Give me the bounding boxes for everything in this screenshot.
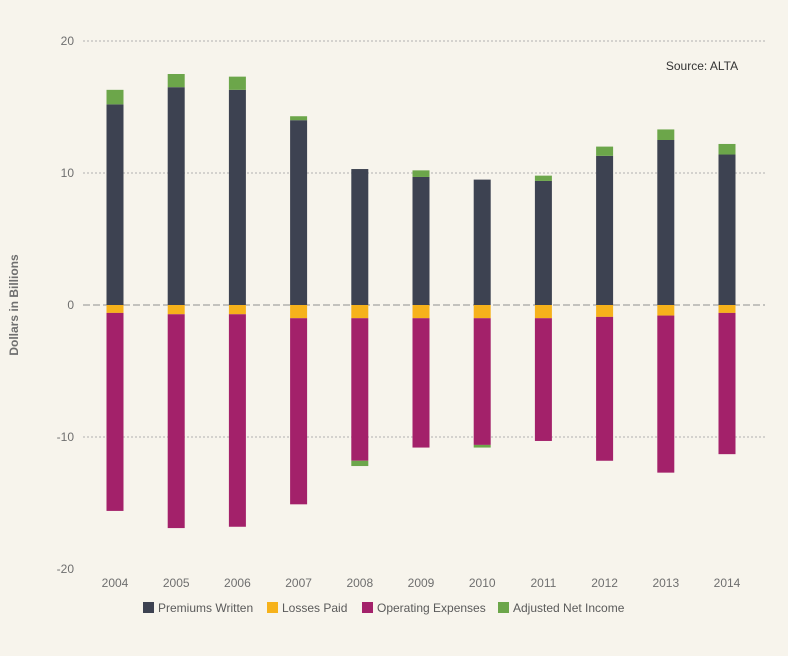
bar-segment (473, 318, 491, 445)
y-tick-label: -10 (57, 430, 75, 444)
x-tick-label: 2011 (530, 576, 556, 590)
bar-segment (412, 176, 430, 305)
bar-segment (106, 89, 124, 105)
x-tick-label: 2007 (285, 576, 312, 590)
bar-segment (473, 305, 491, 319)
bar-segment (412, 170, 430, 177)
bar-segment (106, 312, 124, 511)
bar-segment (718, 154, 736, 305)
bar-segment (167, 74, 185, 88)
x-tick-label: 2008 (346, 576, 373, 590)
bar-segment (596, 316, 614, 461)
bar-segment (657, 305, 675, 316)
bar-segment (718, 312, 736, 455)
x-tick-label: 2014 (714, 576, 741, 590)
bar-segment (228, 76, 246, 90)
bar-segment (167, 305, 185, 315)
y-axis-title: Dollars in Billions (7, 254, 21, 356)
legend-label: Losses Paid (282, 601, 347, 615)
x-tick-label: 2012 (591, 576, 618, 590)
bar-segment (534, 175, 552, 181)
legend-label: Adjusted Net Income (513, 601, 625, 615)
legend-label: Premiums Written (158, 601, 253, 615)
bar-segment (106, 104, 124, 305)
bar-segment (718, 143, 736, 155)
bar-segment (657, 140, 675, 305)
x-tick-label: 2006 (224, 576, 251, 590)
bar-segment (290, 305, 308, 319)
legend-swatch (498, 602, 509, 613)
bar-segment (290, 318, 308, 505)
bar-segment (412, 305, 430, 319)
bar-segment (167, 87, 185, 305)
bar-segment (657, 315, 675, 473)
legend-swatch (143, 602, 154, 613)
bar-segment (351, 460, 369, 467)
bar-segment (351, 305, 369, 319)
bar-segment (412, 318, 430, 448)
bar-segment (351, 169, 369, 305)
bar-segment (534, 305, 552, 319)
bar-segment (351, 318, 369, 461)
x-tick-label: 2010 (469, 576, 496, 590)
bar-segment (596, 155, 614, 305)
y-tick-label: 0 (67, 298, 74, 312)
bar-segment (718, 305, 736, 313)
x-tick-label: 2009 (408, 576, 435, 590)
legend-label: Operating Expenses (377, 601, 486, 615)
bar-segment (290, 120, 308, 305)
bar-segment (657, 129, 675, 140)
bar-segment (228, 305, 246, 315)
bar-segment (534, 180, 552, 305)
bar-segment (228, 314, 246, 527)
bar-segment (167, 314, 185, 529)
bar-segment (473, 179, 491, 305)
y-tick-label: -20 (57, 562, 75, 576)
bar-segment (596, 146, 614, 156)
y-tick-label: 10 (61, 166, 75, 180)
source-annotation: Source: ALTA (666, 59, 738, 73)
bar-segment (596, 305, 614, 317)
bars-layer (106, 74, 736, 529)
x-tick-label: 2005 (163, 576, 190, 590)
bar-segment (228, 89, 246, 305)
x-tick-label: 2004 (102, 576, 129, 590)
bar-segment (290, 116, 308, 121)
legend: Premiums Written Losses Paid Operating Exp… (143, 601, 625, 615)
bar-segment (106, 305, 124, 313)
y-tick-label: 20 (61, 34, 75, 48)
bar-segment (473, 444, 491, 448)
legend-swatch (267, 602, 278, 613)
legend-swatch (362, 602, 373, 613)
bar-segment (534, 318, 552, 441)
x-tick-label: 2013 (652, 576, 679, 590)
